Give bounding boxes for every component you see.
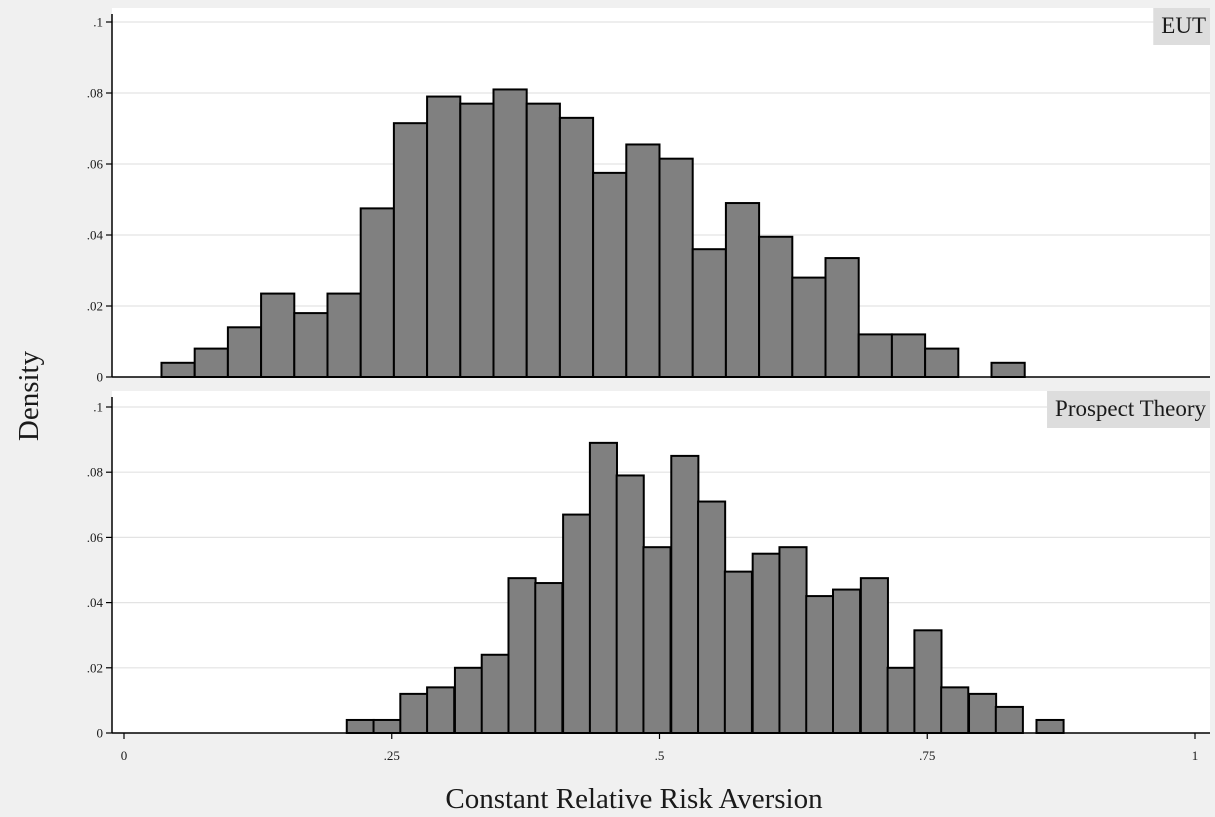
histogram-bar-prospect-theory bbox=[399, 692, 429, 735]
y-tick-label-prospect-theory: .04 bbox=[87, 595, 104, 610]
histogram-bar-eut bbox=[160, 361, 196, 378]
histogram-bar-eut bbox=[625, 143, 661, 378]
histogram-bar-prospect-theory bbox=[372, 718, 402, 735]
panel-label-box-eut bbox=[1153, 8, 1210, 45]
histogram-bar-eut bbox=[459, 102, 495, 379]
panel-label-prospect-theory: Prospect Theory bbox=[1055, 396, 1206, 421]
histogram-bar-prospect-theory bbox=[480, 653, 510, 735]
y-axis-title: Density bbox=[13, 350, 45, 441]
histogram-bar-eut bbox=[758, 235, 794, 378]
histogram-bar-prospect-theory bbox=[1035, 718, 1065, 735]
histogram-bar-eut bbox=[691, 248, 727, 378]
histogram-bar-eut bbox=[924, 347, 960, 379]
y-tick-label-eut: .02 bbox=[87, 299, 103, 314]
histogram-bar-prospect-theory bbox=[940, 686, 970, 734]
x-tick-label: 0 bbox=[121, 748, 128, 763]
histogram-bar-prospect-theory bbox=[507, 577, 537, 735]
histogram-bar-prospect-theory bbox=[723, 570, 753, 734]
bars-prospect-theory bbox=[345, 441, 1065, 735]
y-tick-label-prospect-theory: .08 bbox=[87, 465, 103, 480]
histogram-bar-eut bbox=[724, 202, 761, 378]
x-tick-label: .5 bbox=[655, 748, 665, 763]
histogram-bar-eut bbox=[857, 333, 893, 378]
histogram-bar-eut bbox=[293, 312, 329, 379]
y-axis-prospect-theory: 0 .02 .04 .06 .08 .1 bbox=[87, 397, 113, 741]
histogram-bar-eut bbox=[326, 292, 362, 379]
y-tick-label-eut: .1 bbox=[93, 15, 103, 30]
y-tick-label-prospect-theory: .06 bbox=[87, 530, 104, 545]
histogram-bar-eut bbox=[824, 257, 860, 379]
y-tick-label-prospect-theory: .1 bbox=[93, 400, 103, 415]
histogram-bar-eut bbox=[990, 361, 1026, 378]
y-axis-eut: 0 .02 .04 .06 .08 .1 bbox=[87, 14, 113, 385]
histogram-bar-eut bbox=[525, 102, 561, 379]
histogram-bar-prospect-theory bbox=[562, 513, 592, 735]
histogram-bar-prospect-theory bbox=[588, 441, 618, 734]
histogram-bar-prospect-theory bbox=[534, 582, 564, 734]
histogram-bar-eut bbox=[890, 333, 927, 378]
histogram-bar-prospect-theory bbox=[778, 546, 808, 734]
y-tick-label-eut: 0 bbox=[97, 370, 104, 385]
histogram-bar-eut bbox=[260, 292, 296, 379]
x-axis-title: Constant Relative Risk Aversion bbox=[445, 783, 823, 815]
y-tick-label-eut: .04 bbox=[87, 228, 104, 243]
histogram-bar-prospect-theory bbox=[859, 577, 889, 735]
panel-label-eut: EUT bbox=[1161, 13, 1206, 38]
histogram-bar-prospect-theory bbox=[913, 629, 943, 734]
histogram-bar-prospect-theory bbox=[670, 454, 700, 734]
y-tick-label-prospect-theory: .02 bbox=[87, 660, 103, 675]
histogram-bar-eut bbox=[492, 88, 528, 378]
histogram-bar-eut bbox=[426, 95, 462, 379]
histogram-bar-eut bbox=[359, 207, 395, 378]
histogram-bar-prospect-theory bbox=[751, 552, 781, 735]
histogram-bar-eut bbox=[193, 347, 229, 379]
histogram-bar-prospect-theory bbox=[832, 588, 862, 734]
x-axis: 0 .25 .5 .75 1 bbox=[121, 733, 1199, 763]
histogram-bar-prospect-theory bbox=[453, 666, 484, 734]
histogram-bar-prospect-theory bbox=[345, 718, 375, 735]
histogram-bar-prospect-theory bbox=[697, 500, 727, 735]
histogram-bar-eut bbox=[558, 116, 595, 378]
x-tick-label: .25 bbox=[384, 748, 400, 763]
histogram-bar-eut bbox=[392, 122, 429, 378]
histogram-bar-eut bbox=[791, 276, 827, 379]
histogram-bar-prospect-theory bbox=[642, 546, 672, 734]
histogram-bar-prospect-theory bbox=[805, 595, 835, 735]
x-tick-label: .75 bbox=[919, 748, 935, 763]
y-tick-label-eut: .08 bbox=[87, 86, 103, 101]
histogram-bar-eut bbox=[226, 326, 263, 378]
panel-eut: 0 .02 .04 .06 .08 .1 EUT bbox=[87, 8, 1210, 385]
histogram-bar-prospect-theory bbox=[615, 474, 645, 734]
histogram-bar-prospect-theory bbox=[426, 686, 456, 734]
histogram-bar-prospect-theory bbox=[994, 705, 1024, 734]
y-tick-label-eut: .06 bbox=[87, 157, 104, 172]
x-tick-label: 1 bbox=[1192, 748, 1199, 763]
histogram-bar-eut bbox=[592, 171, 628, 378]
histogram-bar-prospect-theory bbox=[886, 666, 916, 734]
histogram-bar-prospect-theory bbox=[968, 692, 998, 735]
panel-label-box-prospect-theory bbox=[1047, 391, 1210, 428]
panel-prospect-theory: 0 .02 .04 .06 .08 .1 Prospect Theory bbox=[87, 391, 1210, 741]
y-tick-label-prospect-theory: 0 bbox=[97, 726, 104, 741]
histogram-bar-eut bbox=[658, 157, 694, 378]
